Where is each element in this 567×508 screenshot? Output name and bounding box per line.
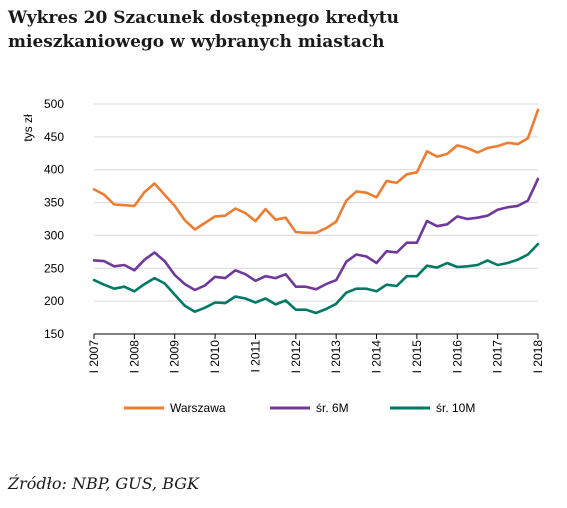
y-tick-label: 450 (44, 130, 64, 144)
x-tick-label: I 2017 (491, 340, 505, 374)
x-tick-label: I 2013 (329, 340, 343, 374)
x-tick-label: I 2007 (87, 340, 101, 374)
y-tick-label: 400 (44, 163, 64, 177)
y-tick-label: 250 (44, 261, 64, 275)
x-tick-label: I 2010 (208, 340, 222, 374)
series-line (92, 177, 540, 292)
y-tick-label: 350 (44, 196, 64, 210)
chart-title-label: Wykres 20 (8, 8, 108, 28)
y-tick-label: 300 (44, 228, 64, 242)
series-line (92, 242, 540, 315)
chart-title-text: Szacunek dostępnego kredytu mieszkaniowe… (8, 8, 399, 52)
line-chart: 150 200 250 300 350 400 450 500 I 2007 I 2008 I 20… (21, 97, 545, 415)
series-line (92, 108, 540, 235)
chart-title: Wykres 20 Szacunek dostępnego kredytu mi… (8, 6, 548, 54)
x-tick-label: I 2018 (531, 340, 545, 374)
legend-label: śr. 10M (436, 401, 475, 415)
x-tick-label: I 2009 (168, 340, 182, 374)
legend-label: Warszawa (170, 401, 226, 415)
x-tick-label: I 2012 (289, 340, 303, 374)
legend-label: śr. 6M (316, 401, 349, 415)
y-tick-label: 150 (44, 327, 64, 341)
x-tick-label: I 2015 (410, 340, 424, 374)
y-tick-label: 500 (44, 97, 64, 111)
x-tick-label: I 2016 (450, 340, 464, 374)
y-axis-label: tys zł (21, 114, 35, 142)
y-tick-label: 200 (44, 294, 64, 308)
x-tick-label: I 2014 (370, 340, 384, 374)
source-note: Źródło: NBP, GUS, BGK (8, 474, 200, 493)
x-tick-label: I 2011 (248, 340, 262, 373)
x-tick-label: I 2008 (127, 340, 141, 374)
